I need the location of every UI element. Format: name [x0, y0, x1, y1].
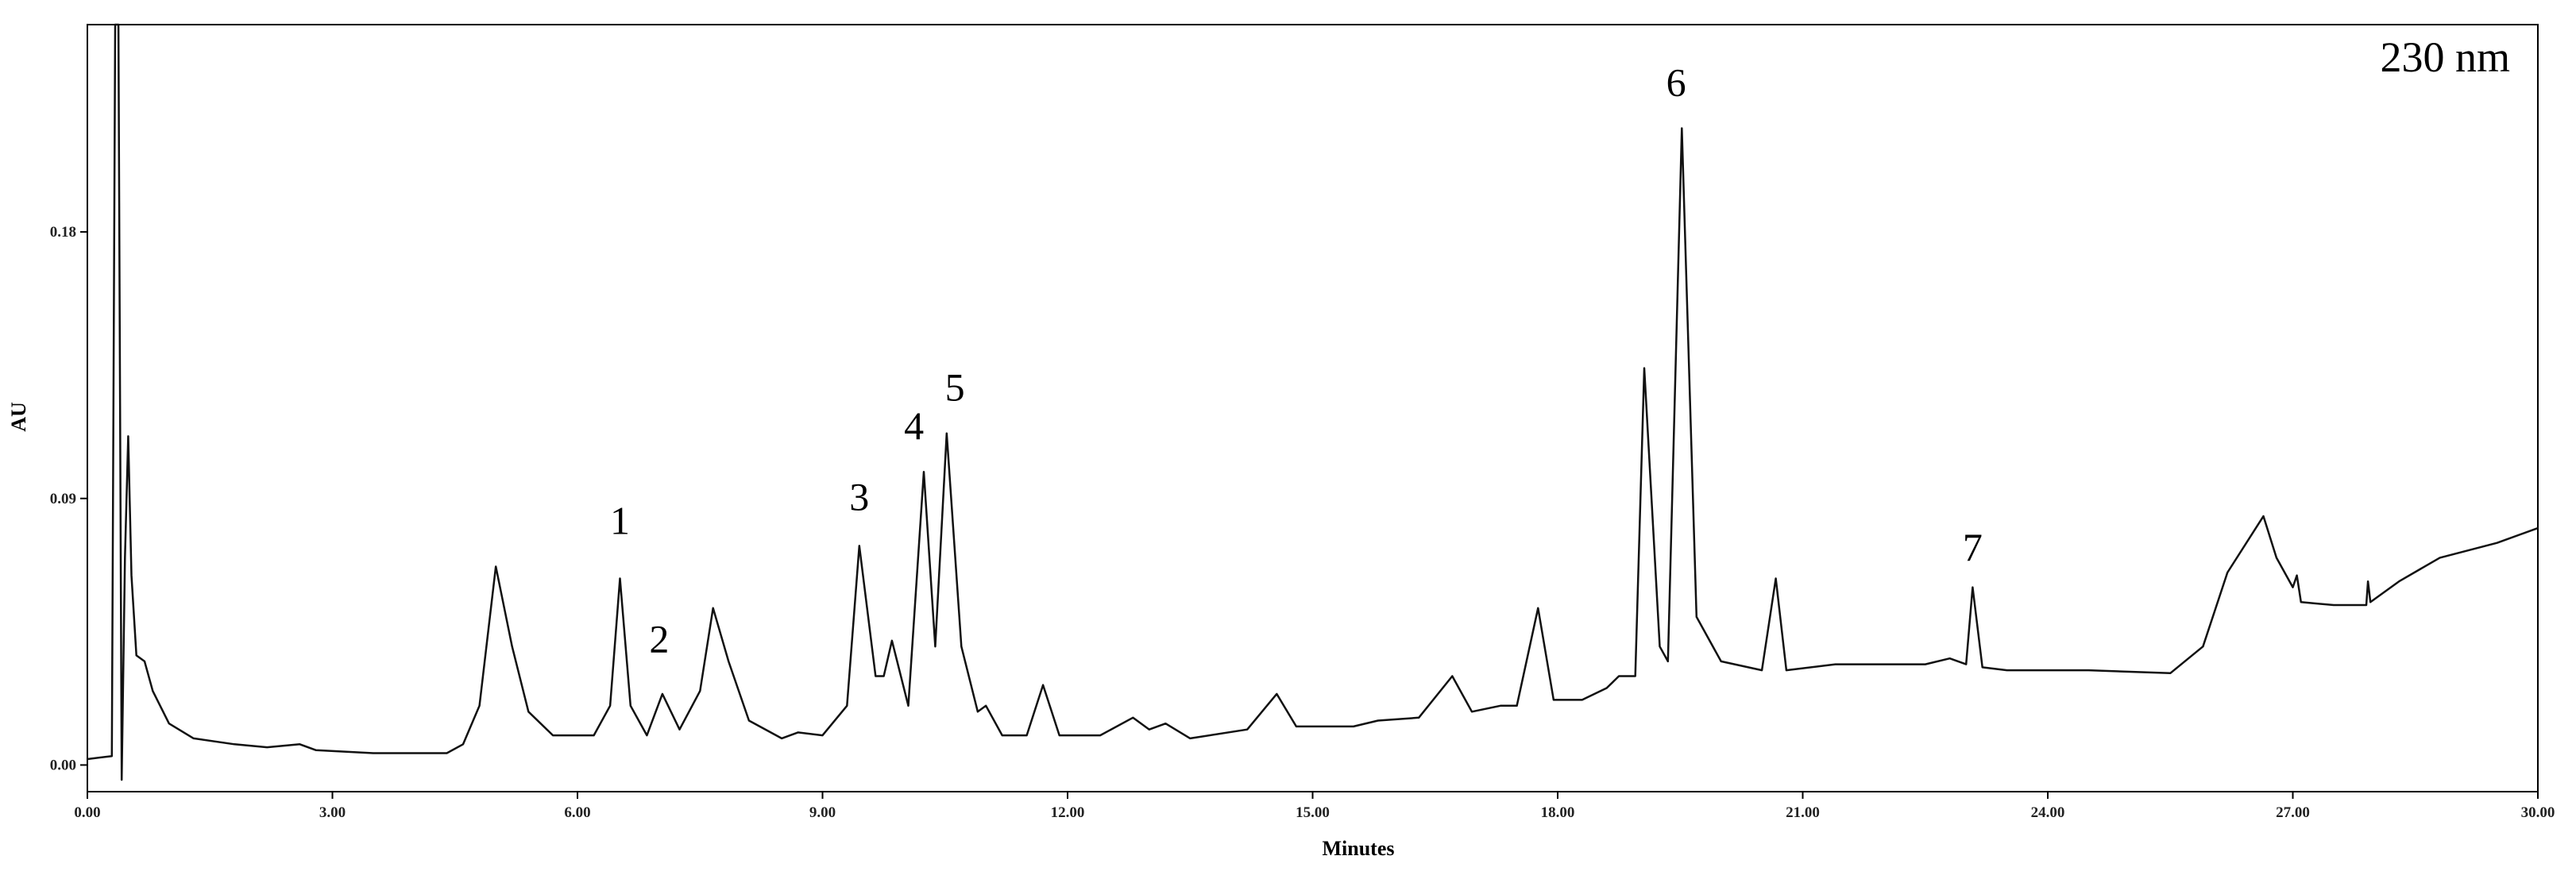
peak-label: 1 — [610, 499, 630, 543]
chart-subtitle: 230 nm — [2380, 33, 2510, 81]
x-tick-label: 30.00 — [2521, 804, 2555, 821]
x-tick-label: 21.00 — [1786, 804, 1820, 821]
peak-label: 7 — [1963, 525, 1983, 569]
x-axis-label: Minutes — [1323, 837, 1395, 860]
x-tick-label: 15.00 — [1296, 804, 1330, 821]
peak-label: 2 — [649, 617, 669, 661]
x-tick-label: 6.00 — [564, 804, 590, 821]
y-tick-label: 0.00 — [50, 757, 76, 773]
peak-label: 5 — [945, 365, 965, 410]
x-tick-label: 9.00 — [809, 804, 836, 821]
y-tick-label: 0.18 — [50, 224, 76, 241]
peak-label: 6 — [1666, 60, 1686, 105]
peak-label: 3 — [849, 475, 869, 519]
y-tick-label: 0.09 — [50, 491, 76, 507]
trace-line — [87, 23, 2539, 781]
x-tick-label: 12.00 — [1051, 804, 1085, 821]
y-axis-label: AU — [7, 402, 30, 432]
x-tick-label: 0.00 — [74, 804, 100, 821]
x-tick-label: 3.00 — [319, 804, 346, 821]
x-tick-label: 27.00 — [2276, 804, 2310, 821]
x-tick-label: 24.00 — [2031, 804, 2065, 821]
x-tick-label: 18.00 — [1541, 804, 1575, 821]
peak-label: 4 — [904, 403, 924, 448]
